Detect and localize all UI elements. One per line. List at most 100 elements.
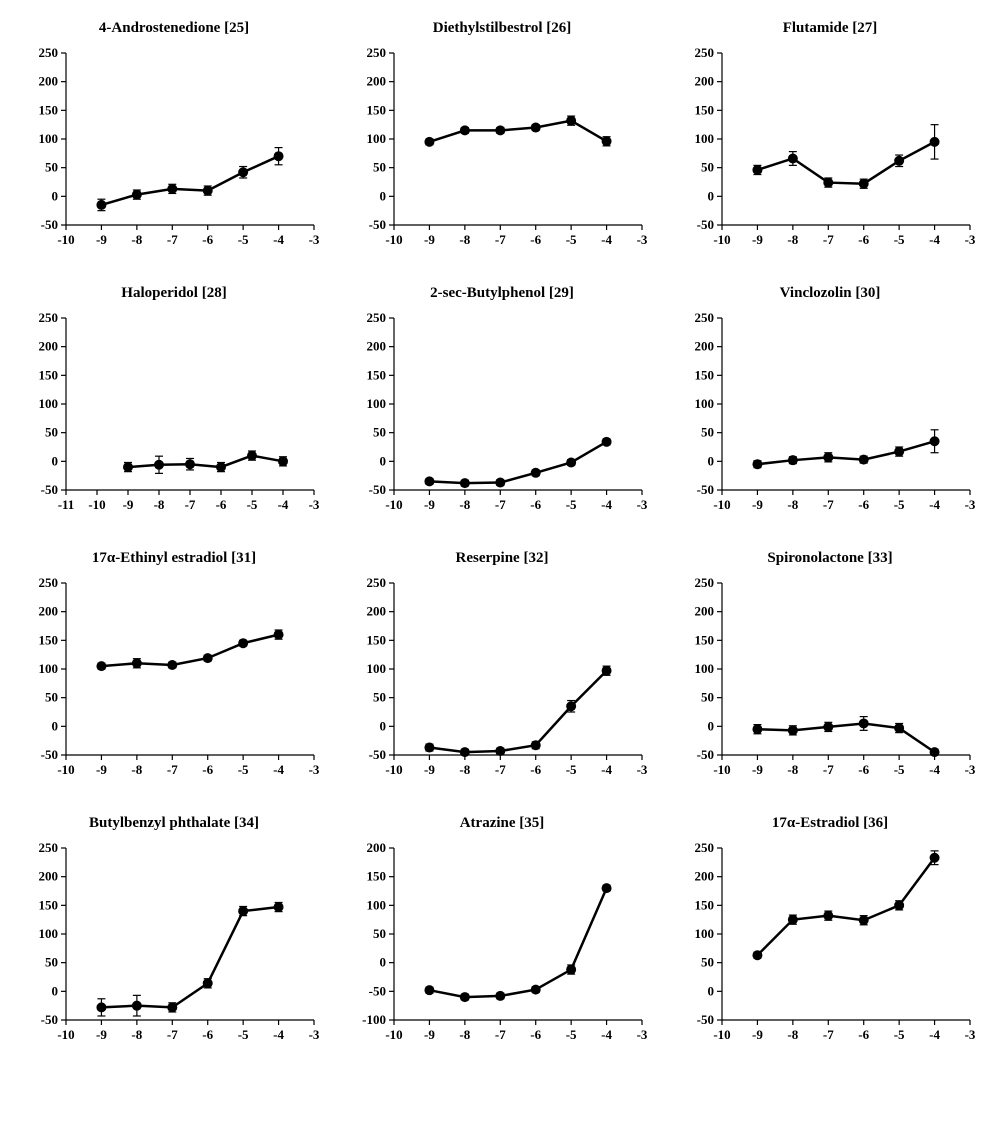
chart-panel: Butylbenzyl phthalate [34]-5005010015020…	[20, 815, 328, 1050]
svg-text:-5: -5	[238, 1027, 249, 1042]
svg-text:-50: -50	[697, 217, 714, 232]
svg-text:-9: -9	[96, 232, 107, 247]
svg-text:250: 250	[39, 840, 59, 855]
svg-text:-6: -6	[530, 1027, 541, 1042]
svg-text:-4: -4	[929, 1027, 940, 1042]
svg-text:0: 0	[708, 718, 715, 733]
svg-text:-5: -5	[566, 1027, 577, 1042]
svg-text:-50: -50	[369, 983, 386, 998]
svg-text:150: 150	[367, 367, 387, 382]
svg-text:100: 100	[39, 926, 59, 941]
svg-text:-9: -9	[96, 1027, 107, 1042]
chart-panel: Diethylstilbestrol [26]-5005010015020025…	[348, 20, 656, 255]
svg-text:-8: -8	[787, 762, 798, 777]
svg-text:50: 50	[45, 955, 58, 970]
svg-text:-4: -4	[273, 762, 284, 777]
svg-text:-11: -11	[58, 497, 75, 512]
chart-svg: -50050100150200250-10-9-8-7-6-5-4-3	[680, 45, 980, 255]
svg-text:50: 50	[701, 955, 714, 970]
svg-text:-5: -5	[894, 497, 905, 512]
svg-text:200: 200	[39, 339, 59, 354]
svg-text:200: 200	[695, 339, 715, 354]
svg-text:-10: -10	[713, 762, 730, 777]
svg-text:0: 0	[708, 453, 715, 468]
svg-text:100: 100	[695, 926, 715, 941]
svg-text:200: 200	[695, 74, 715, 89]
svg-text:50: 50	[373, 425, 386, 440]
svg-text:-5: -5	[247, 497, 258, 512]
svg-text:200: 200	[695, 604, 715, 619]
svg-text:-50: -50	[697, 747, 714, 762]
svg-text:-9: -9	[424, 232, 435, 247]
svg-text:-4: -4	[929, 497, 940, 512]
svg-text:250: 250	[367, 575, 387, 590]
svg-text:0: 0	[380, 453, 387, 468]
chart-panel: Reserpine [32]-50050100150200250-10-9-8-…	[348, 550, 656, 785]
chart-svg: -50050100150200250-10-9-8-7-6-5-4-3	[352, 310, 652, 520]
svg-text:-3: -3	[965, 1027, 976, 1042]
svg-text:250: 250	[367, 45, 387, 60]
svg-text:-4: -4	[273, 1027, 284, 1042]
svg-text:100: 100	[367, 396, 387, 411]
svg-text:-6: -6	[858, 1027, 869, 1042]
svg-text:-50: -50	[41, 747, 58, 762]
svg-text:-7: -7	[823, 1027, 834, 1042]
svg-text:-5: -5	[894, 232, 905, 247]
svg-text:-50: -50	[41, 1012, 58, 1027]
svg-text:250: 250	[39, 45, 59, 60]
chart-panel: Haloperidol [28]-50050100150200250-11-10…	[20, 285, 328, 520]
svg-text:-9: -9	[752, 497, 763, 512]
svg-text:50: 50	[701, 690, 714, 705]
svg-text:-3: -3	[965, 232, 976, 247]
svg-text:-4: -4	[273, 232, 284, 247]
svg-text:-50: -50	[369, 482, 386, 497]
svg-text:-10: -10	[385, 1027, 402, 1042]
svg-text:-9: -9	[96, 762, 107, 777]
svg-text:150: 150	[39, 632, 59, 647]
svg-text:-7: -7	[823, 762, 834, 777]
svg-text:150: 150	[695, 897, 715, 912]
svg-text:-100: -100	[362, 1012, 386, 1027]
svg-text:200: 200	[39, 604, 59, 619]
svg-text:-5: -5	[566, 497, 577, 512]
svg-text:-5: -5	[566, 232, 577, 247]
svg-text:-7: -7	[823, 232, 834, 247]
svg-text:-10: -10	[385, 762, 402, 777]
svg-text:-6: -6	[858, 497, 869, 512]
svg-text:150: 150	[39, 102, 59, 117]
svg-text:-5: -5	[238, 232, 249, 247]
svg-text:-5: -5	[566, 762, 577, 777]
svg-text:-8: -8	[787, 232, 798, 247]
svg-text:-3: -3	[965, 497, 976, 512]
svg-text:-50: -50	[369, 217, 386, 232]
svg-text:-50: -50	[41, 482, 58, 497]
svg-text:-10: -10	[57, 1027, 74, 1042]
svg-text:-7: -7	[495, 497, 506, 512]
svg-text:-6: -6	[858, 232, 869, 247]
svg-text:-8: -8	[154, 497, 165, 512]
panel-title: Haloperidol [28]	[121, 285, 226, 302]
svg-text:-50: -50	[697, 482, 714, 497]
chart-panel: Vinclozolin [30]-50050100150200250-10-9-…	[676, 285, 984, 520]
svg-text:-8: -8	[131, 762, 142, 777]
svg-text:-4: -4	[929, 232, 940, 247]
svg-text:-3: -3	[309, 1027, 320, 1042]
svg-text:-6: -6	[530, 762, 541, 777]
svg-text:0: 0	[380, 955, 387, 970]
svg-text:100: 100	[695, 131, 715, 146]
chart-svg: -50050100150200250-10-9-8-7-6-5-4-3	[24, 840, 324, 1050]
svg-text:-3: -3	[309, 762, 320, 777]
svg-text:0: 0	[380, 718, 387, 733]
svg-text:-10: -10	[88, 497, 105, 512]
panel-title: 2-sec-Butylphenol [29]	[430, 285, 574, 302]
svg-text:-8: -8	[131, 1027, 142, 1042]
svg-text:-4: -4	[601, 232, 612, 247]
svg-text:-7: -7	[495, 232, 506, 247]
svg-text:250: 250	[695, 310, 715, 325]
svg-text:-6: -6	[530, 232, 541, 247]
svg-text:-8: -8	[459, 232, 470, 247]
svg-text:50: 50	[373, 160, 386, 175]
svg-text:150: 150	[695, 102, 715, 117]
svg-text:-4: -4	[601, 1027, 612, 1042]
svg-text:-7: -7	[495, 1027, 506, 1042]
